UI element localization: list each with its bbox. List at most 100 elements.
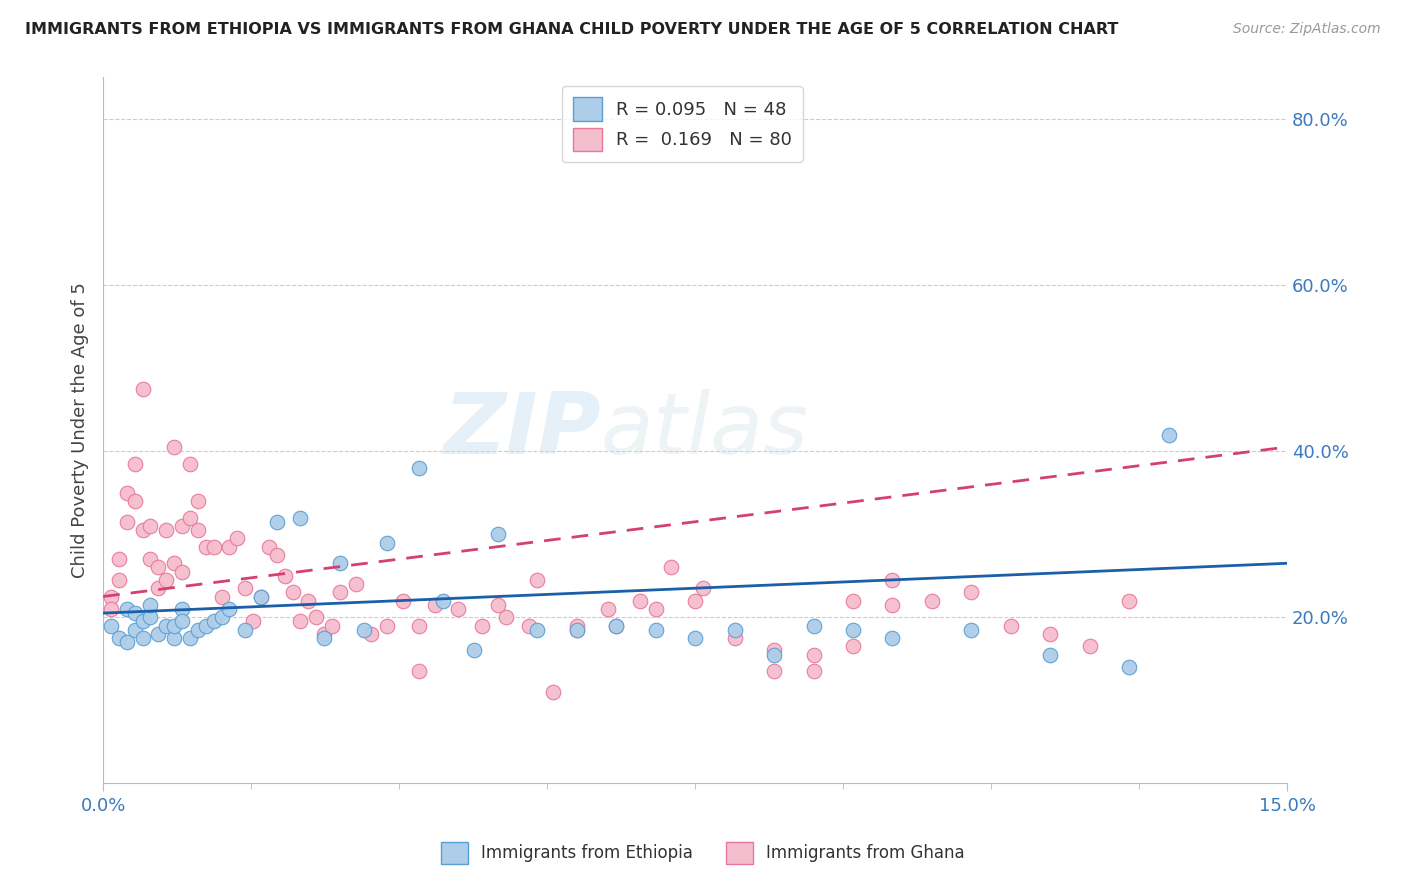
Point (392, 593, 415, 607)
Point (960, 585, 983, 599)
Point (960, 623, 983, 637)
Point (683, 631, 706, 645)
Point (139, 552, 162, 566)
Point (1157, 427, 1180, 442)
Point (211, 610, 233, 624)
Point (882, 631, 904, 645)
Point (115, 485, 138, 500)
Point (250, 590, 273, 604)
Point (882, 573, 904, 587)
Point (170, 519, 193, 533)
Point (321, 618, 343, 632)
Point (194, 618, 217, 632)
Point (211, 590, 233, 604)
Point (170, 615, 193, 629)
Point (148, 581, 170, 595)
Point (148, 560, 170, 574)
Point (1118, 593, 1140, 607)
Y-axis label: Child Poverty Under the Age of 5: Child Poverty Under the Age of 5 (72, 283, 89, 578)
Point (124, 623, 146, 637)
Point (233, 623, 256, 637)
Point (131, 615, 153, 629)
Point (163, 440, 186, 454)
Point (541, 685, 564, 699)
Point (605, 618, 627, 632)
Point (163, 556, 186, 570)
Point (108, 552, 131, 566)
Point (218, 602, 240, 616)
Point (763, 665, 786, 679)
Point (408, 665, 430, 679)
Point (187, 494, 209, 508)
Point (266, 515, 288, 529)
Point (1039, 648, 1062, 662)
Point (842, 593, 865, 607)
Point (803, 618, 825, 632)
Point (257, 540, 280, 554)
Point (170, 565, 193, 579)
Text: IMMIGRANTS FROM ETHIOPIA VS IMMIGRANTS FROM GHANA CHILD POVERTY UNDER THE AGE OF: IMMIGRANTS FROM ETHIOPIA VS IMMIGRANTS F… (25, 22, 1119, 37)
Point (242, 615, 264, 629)
Point (194, 540, 217, 554)
Point (314, 631, 336, 645)
Point (266, 548, 288, 562)
Point (526, 623, 548, 637)
Point (290, 510, 312, 524)
Point (565, 623, 588, 637)
Point (329, 556, 352, 570)
Point (683, 593, 706, 607)
Point (124, 606, 146, 620)
Point (131, 631, 153, 645)
Point (329, 585, 352, 599)
Text: ZIP: ZIP (443, 389, 600, 472)
Point (921, 593, 943, 607)
Point (598, 602, 620, 616)
Point (353, 623, 375, 637)
Point (344, 577, 367, 591)
Point (115, 635, 138, 649)
Point (115, 515, 138, 529)
Point (108, 631, 131, 645)
Point (495, 610, 517, 624)
Text: Source: ZipAtlas.com: Source: ZipAtlas.com (1233, 22, 1381, 37)
Point (115, 602, 138, 616)
Point (131, 523, 153, 537)
Point (1078, 640, 1101, 654)
Point (124, 457, 146, 471)
Point (1039, 627, 1062, 641)
Point (803, 648, 825, 662)
Point (297, 593, 319, 607)
Point (290, 615, 312, 629)
Point (661, 560, 683, 574)
Point (605, 618, 627, 632)
Point (202, 615, 225, 629)
Point (423, 598, 446, 612)
Point (108, 573, 131, 587)
Point (360, 627, 382, 641)
Point (1118, 660, 1140, 674)
Point (100, 602, 122, 616)
Point (139, 610, 162, 624)
Point (163, 618, 186, 632)
Point (218, 540, 240, 554)
Text: atlas: atlas (600, 389, 808, 472)
Point (202, 540, 225, 554)
Point (644, 623, 666, 637)
Point (187, 523, 209, 537)
Point (187, 623, 209, 637)
Point (250, 590, 273, 604)
Point (486, 527, 509, 541)
Point (155, 618, 177, 632)
Point (526, 573, 548, 587)
Point (471, 618, 494, 632)
Point (148, 627, 170, 641)
Point (842, 640, 865, 654)
Point (723, 631, 745, 645)
Point (842, 623, 865, 637)
Point (170, 602, 193, 616)
Point (763, 643, 786, 657)
Legend: Immigrants from Ethiopia, Immigrants from Ghana: Immigrants from Ethiopia, Immigrants fro… (434, 836, 972, 871)
Point (226, 532, 249, 546)
Point (486, 598, 509, 612)
Point (131, 382, 153, 396)
